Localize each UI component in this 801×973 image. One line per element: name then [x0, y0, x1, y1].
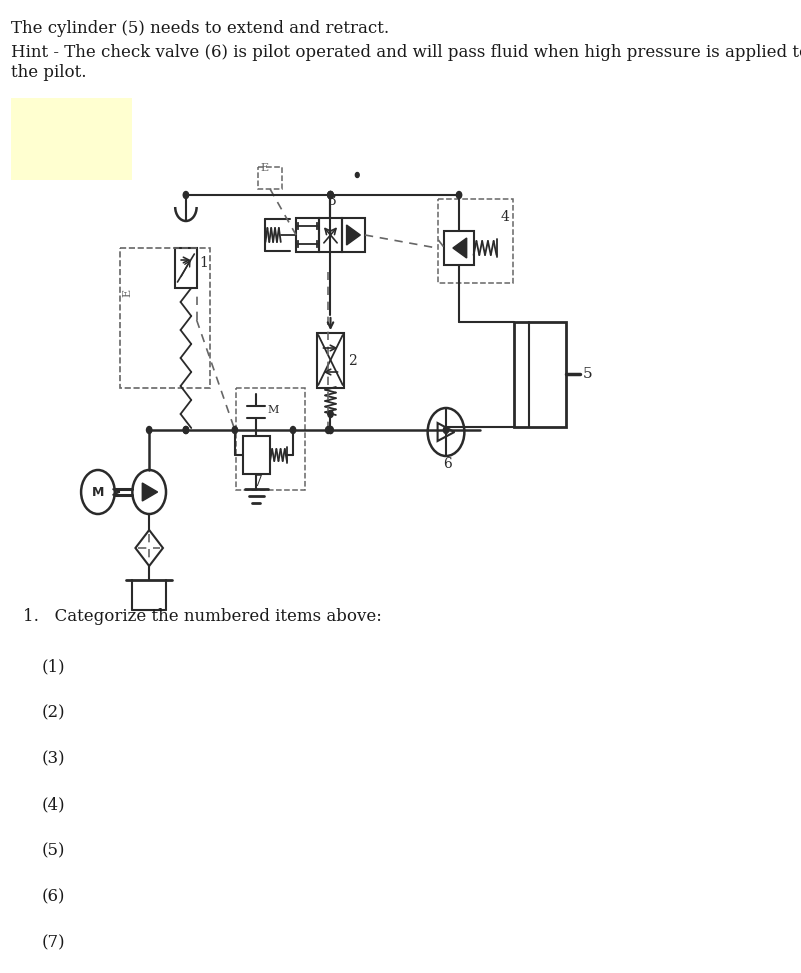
Bar — [438, 199, 513, 283]
Text: (2): (2) — [42, 704, 66, 721]
Circle shape — [183, 426, 188, 434]
Bar — [258, 167, 282, 189]
Circle shape — [443, 426, 449, 434]
Circle shape — [290, 426, 296, 434]
Circle shape — [232, 426, 238, 434]
Circle shape — [328, 426, 333, 434]
Circle shape — [325, 426, 331, 434]
Bar — [319, 218, 342, 252]
Circle shape — [328, 192, 333, 198]
Text: (3): (3) — [42, 750, 66, 767]
Text: 7: 7 — [253, 475, 262, 489]
Circle shape — [147, 426, 152, 434]
Text: E: E — [261, 163, 269, 173]
Text: 2: 2 — [348, 354, 356, 368]
Text: 5: 5 — [583, 367, 593, 381]
Bar — [236, 388, 305, 490]
Polygon shape — [347, 225, 360, 245]
Circle shape — [457, 192, 461, 198]
Text: 1: 1 — [199, 256, 208, 270]
Polygon shape — [453, 238, 467, 258]
Text: The cylinder (5) needs to extend and retract.: The cylinder (5) needs to extend and ret… — [10, 20, 388, 37]
Bar — [243, 436, 270, 474]
Bar — [316, 333, 344, 388]
Bar — [342, 218, 365, 252]
Bar — [120, 248, 211, 388]
Bar — [445, 231, 473, 265]
Text: E: E — [123, 289, 132, 297]
Text: 6: 6 — [443, 457, 452, 471]
Bar — [10, 98, 131, 180]
Text: 3: 3 — [328, 194, 336, 208]
Polygon shape — [143, 483, 158, 501]
Text: (7): (7) — [42, 934, 66, 951]
Text: 4: 4 — [501, 210, 509, 224]
Circle shape — [356, 172, 359, 177]
Circle shape — [183, 192, 188, 198]
Text: M: M — [92, 486, 104, 498]
Text: Hint - The check valve (6) is pilot operated and will pass fluid when high press: Hint - The check valve (6) is pilot oper… — [10, 44, 801, 61]
Text: M: M — [267, 405, 279, 415]
Text: 1.   Categorize the numbered items above:: 1. Categorize the numbered items above: — [23, 608, 382, 625]
Text: (4): (4) — [42, 796, 66, 813]
Circle shape — [328, 192, 333, 198]
Bar — [514, 322, 566, 427]
Circle shape — [328, 192, 333, 198]
Text: the pilot.: the pilot. — [10, 64, 87, 81]
Text: (1): (1) — [42, 658, 66, 675]
Bar — [175, 248, 196, 288]
Text: (5): (5) — [42, 842, 66, 859]
Circle shape — [328, 411, 333, 417]
Text: (6): (6) — [42, 888, 66, 905]
Circle shape — [183, 426, 188, 434]
Bar — [296, 218, 319, 252]
Circle shape — [328, 426, 333, 434]
Circle shape — [328, 192, 333, 198]
